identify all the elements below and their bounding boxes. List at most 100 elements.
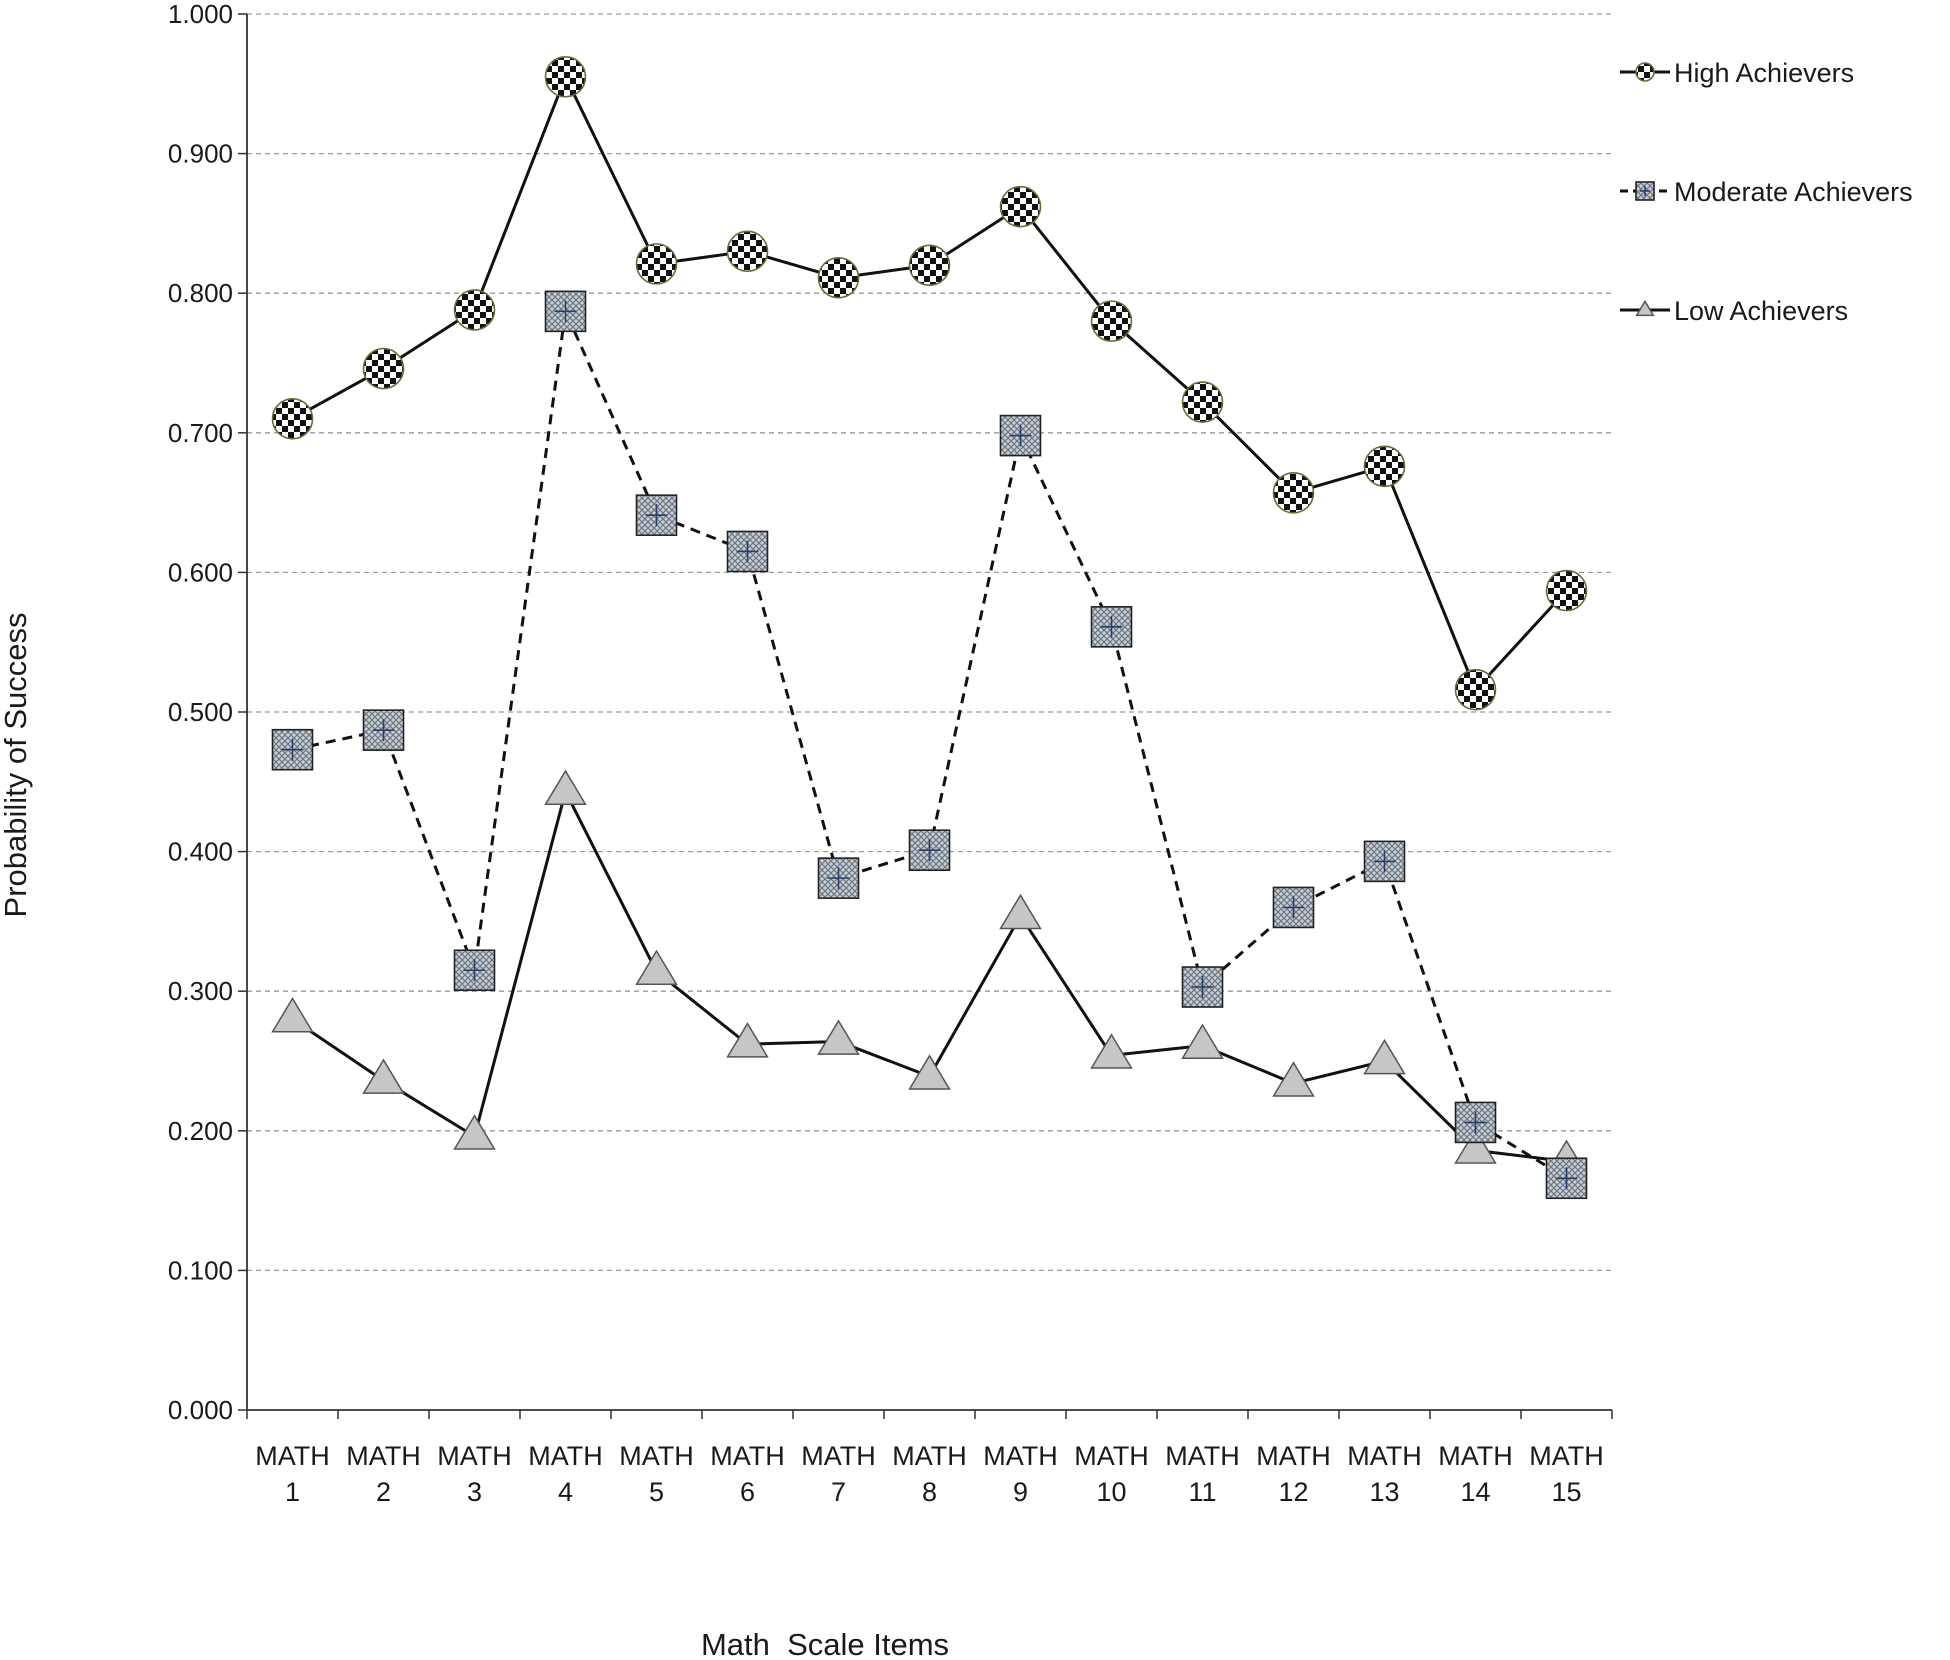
data-point	[271, 997, 314, 1033]
data-point-shape	[1545, 569, 1588, 612]
data-point	[453, 289, 496, 331]
data-point	[908, 1054, 951, 1090]
data-point-shape	[908, 244, 951, 287]
y-tick-label: 0.500	[168, 697, 233, 727]
data-point	[1363, 840, 1406, 883]
x-tick-label: MATH 10	[1074, 1441, 1149, 1507]
data-point	[1272, 886, 1315, 929]
legend: High Achievers Moderate Achievers Low Achi…	[1620, 58, 1913, 326]
data-point	[1545, 569, 1588, 612]
data-point	[1272, 1061, 1315, 1097]
data-point-shape	[1090, 300, 1133, 342]
data-point	[635, 949, 678, 986]
x-tick-label: MATH 4	[528, 1441, 603, 1507]
data-point	[453, 1114, 496, 1150]
x-tick-label: MATH 8	[892, 1441, 967, 1507]
series-line	[292, 309, 1568, 1180]
x-tick-label: MATH 14	[1438, 1441, 1513, 1507]
data-point-shape	[1363, 445, 1406, 488]
x-tick-label: MATH 2	[346, 1441, 421, 1507]
x-tick-label: MATH 5	[619, 1441, 694, 1507]
data-point-shape	[817, 857, 860, 899]
data-point-shape	[544, 56, 587, 98]
data-point-shape	[271, 398, 314, 440]
legend-label: Moderate Achievers	[1674, 177, 1913, 207]
data-point	[908, 244, 951, 287]
data-point	[999, 414, 1042, 457]
data-point	[817, 1019, 860, 1055]
data-point	[453, 949, 496, 992]
data-point	[1090, 1033, 1133, 1069]
data-point	[1545, 1157, 1588, 1200]
data-point-shape	[635, 243, 678, 285]
data-point	[1090, 300, 1133, 342]
x-tick-label: MATH 11	[1165, 1441, 1240, 1507]
data-point	[726, 230, 769, 273]
series-line	[291, 75, 1568, 692]
data-point	[635, 243, 678, 285]
data-point-shape	[544, 290, 587, 333]
x-tick-label: MATH 12	[1256, 1441, 1331, 1507]
data-point-shape	[453, 289, 496, 331]
y-tick-label: 0.400	[168, 837, 233, 867]
data-point	[1090, 606, 1133, 648]
legend-item: Moderate Achievers	[1620, 177, 1913, 207]
y-tick-label: 0.100	[168, 1255, 233, 1285]
legend-label: Low Achievers	[1674, 296, 1848, 326]
data-point	[999, 185, 1042, 228]
data-point-shape	[726, 230, 769, 273]
data-point	[817, 857, 860, 899]
data-point	[544, 56, 587, 98]
data-point-shape	[999, 185, 1042, 228]
y-tick-label: 0.900	[168, 139, 233, 169]
x-tick-label: MATH 6	[710, 1441, 785, 1507]
series	[271, 56, 1588, 1200]
x-tick-label: MATH 9	[983, 1441, 1058, 1507]
data-point	[1272, 472, 1315, 514]
legend-marker	[1635, 62, 1655, 82]
legend-item: Low Achievers	[1620, 296, 1848, 326]
y-tick-label: 0.700	[168, 418, 233, 448]
data-point	[362, 1058, 405, 1094]
data-point	[635, 494, 678, 536]
y-tick-label: 0.000	[168, 1395, 233, 1425]
data-point-shape	[362, 347, 405, 390]
y-axis-title: Probability of Success	[0, 613, 33, 918]
x-tick-label: MATH 15	[1529, 1441, 1604, 1507]
series-high-achievers	[271, 56, 1588, 711]
y-tick-label: 1.000	[168, 0, 233, 29]
x-axis-title: Math Scale Items	[701, 1627, 949, 1660]
legend-label: High Achievers	[1674, 58, 1854, 88]
data-point	[908, 829, 951, 872]
data-point	[1454, 668, 1497, 711]
data-point	[726, 530, 769, 573]
legend-item: High Achievers	[1620, 58, 1854, 88]
legend-marker-shape	[1635, 62, 1655, 82]
data-point	[1181, 966, 1224, 1008]
data-point	[271, 398, 314, 440]
data-point-shape	[817, 257, 860, 299]
x-tick-label: MATH 7	[801, 1441, 876, 1507]
data-point-shape	[1454, 668, 1497, 711]
data-point	[1454, 1101, 1497, 1144]
x-tick-label: MATH 13	[1347, 1441, 1422, 1507]
data-point	[1454, 1128, 1497, 1164]
y-tick-label: 0.800	[168, 278, 233, 308]
series-moderate-achievers	[271, 290, 1588, 1200]
x-tick-label: MATH 3	[437, 1441, 512, 1507]
legend-marker	[1635, 181, 1655, 201]
data-point	[999, 893, 1042, 930]
data-point-shape	[1272, 472, 1315, 514]
series-low-achievers	[271, 769, 1588, 1175]
y-tick-label: 0.600	[168, 557, 233, 587]
data-point	[817, 257, 860, 299]
axes: 0.000 0.100 0.200 0.300 0.400 0.500 0.600 0.700…	[168, 0, 1613, 1507]
y-tick-label: 0.200	[168, 1116, 233, 1146]
x-tick-label: MATH 1	[255, 1441, 330, 1507]
data-point	[1181, 381, 1224, 423]
data-point-shape	[1181, 381, 1224, 423]
data-point	[726, 1022, 769, 1058]
data-point	[362, 347, 405, 390]
data-point	[544, 769, 587, 805]
data-point	[544, 290, 587, 333]
